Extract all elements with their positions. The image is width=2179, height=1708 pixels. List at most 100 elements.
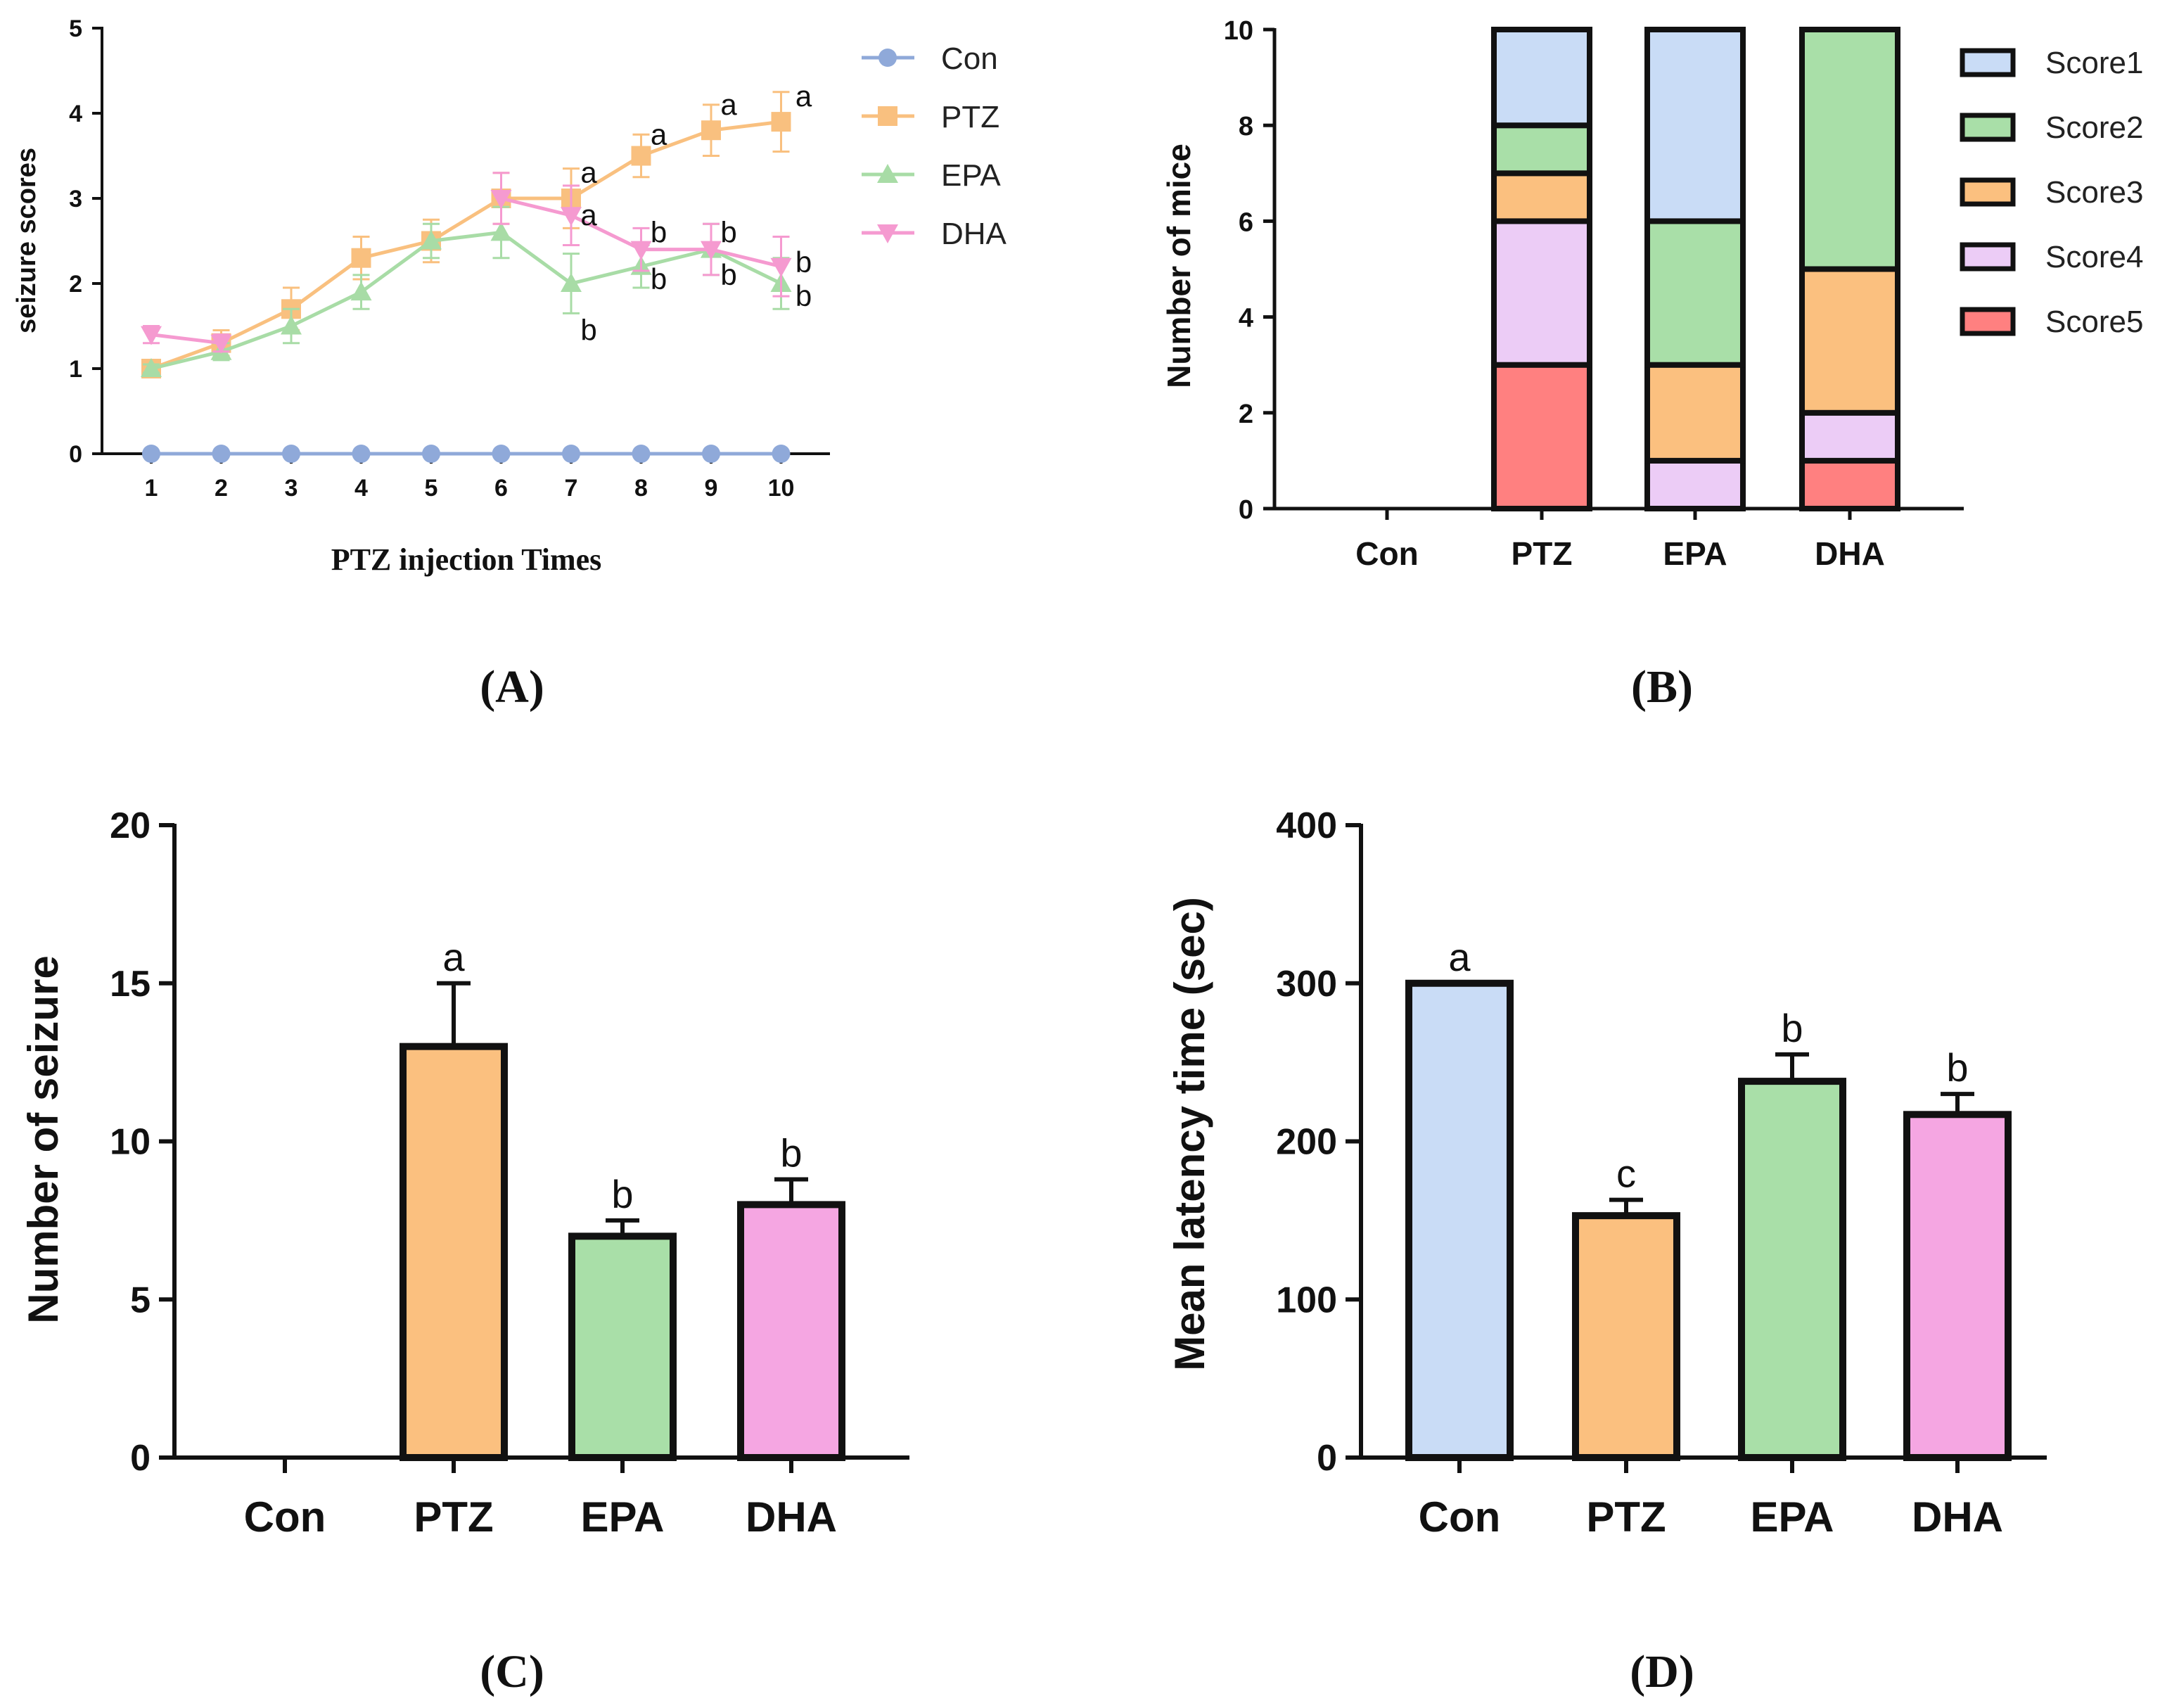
panel-d-y-axis-title: Mean latency time (sec) [1166,897,1213,1371]
panel-c-bar-epa [568,1232,677,1461]
panel-b-y-tick-label: 10 [1224,16,1253,46]
panel-b-bar-segment-score4 [1491,218,1592,368]
panel-a-point-con [632,445,651,463]
panel-a-point-con [142,445,160,463]
panel-b-bar-segment-score3 [1799,266,1900,416]
panel-a-x-tick-label: 7 [565,475,578,502]
panel-a-point-con [282,445,300,463]
panel-a-legend-marker [877,164,898,183]
panel-a-significance-letter: b [720,258,736,291]
panel-a-y-tick-label: 3 [69,186,82,212]
panel-b-bar-segment-score2 [1799,27,1900,272]
panel-c-label: (C) [480,1646,544,1697]
panel-b-category-label: Con [1355,535,1418,572]
panel-a-point-con [422,445,440,463]
panel-b-y-tick-label: 2 [1239,400,1253,429]
panel-b-bar-segment-score3 [1644,362,1746,464]
panel-d-bar-dha [1903,1111,2012,1461]
panel-a-point-dha [630,241,652,260]
panel-a-series-line [151,333,222,345]
panel-a-significance-letter: b [795,279,812,312]
panel-a-significance-letter: a [651,117,667,151]
panel-a-point-epa [281,315,302,335]
panel-a-x-tick-label: 4 [354,475,368,502]
panel-b-legend-swatch [1960,242,2016,272]
panel-a-significance-letter: b [795,246,812,279]
panel-a-point-epa [350,281,372,301]
panel-a-point-con [562,445,580,463]
panel-c-bar-chart: Number of seizure (C) 0 5 10 15 20 Con PTZ a EPA… [20,805,909,1697]
panel-a-point-con [772,445,791,463]
panel-a-point-ptz [771,112,791,132]
panel-c-significance-letter: a [442,935,465,979]
panel-a-line-chart: seizure scores PTZ injection Times (A) 0… [12,15,1007,713]
panel-b-category-label: PTZ [1512,535,1573,572]
panel-c-y-tick-label: 0 [130,1438,151,1479]
panel-a-legend-label: DHA [941,217,1007,251]
panel-b-bar-segment-score3 [1491,170,1592,224]
panel-a-significance-letter: b [580,314,596,347]
panel-a-series-con [142,445,791,463]
panel-c-category-label: DHA [746,1493,837,1541]
panel-d-significance-letter: a [1448,935,1471,979]
panel-a-point-epa [490,222,512,241]
panel-a-point-dha [141,326,162,345]
panel-b-bar-segment-score5 [1491,362,1592,512]
panel-a-y-axis-title: seizure scores [12,148,41,333]
panel-a-x-tick-label: 10 [768,475,795,502]
panel-a-significance-letter: b [651,262,667,295]
panel-a-point-con [492,445,511,463]
panel-a-significance-letter: b [720,215,736,248]
panel-a-x-tick-label: 9 [705,475,718,502]
panel-a-significance-letter: a [795,79,812,113]
panel-a-point-ptz [631,146,651,166]
panel-a-point-dha [210,334,232,354]
panel-c-category-label: Con [244,1493,326,1541]
panel-d-label: (D) [1630,1646,1694,1697]
panel-d-y-tick-label: 200 [1276,1122,1337,1163]
panel-b-legend-label: Score2 [2045,110,2143,145]
panel-b-category-label: EPA [1663,535,1727,572]
panel-d-significance-letter: b [1781,1006,1803,1050]
panel-d-y-tick-label: 100 [1276,1280,1337,1320]
panel-b-label: (B) [1631,661,1693,713]
panel-d-significance-letter: b [1946,1045,1968,1090]
panel-b-legend-label: Score3 [2045,175,2143,210]
panel-b-legend-label: Score5 [2045,305,2143,339]
panel-a-point-dha [701,241,722,260]
panel-b-bar-segment-score1 [1491,27,1592,129]
panel-d-y-tick-label: 300 [1276,964,1337,1005]
panel-b-y-tick-label: 8 [1239,112,1253,141]
panel-a-label: (A) [480,661,544,713]
panel-b-legend-swatch [1960,113,2016,142]
panel-a-series-epa [141,205,792,377]
panel-a-significance-letter: a [580,156,597,189]
panel-b-bar-segment-score4 [1644,457,1746,512]
panel-a-point-con [352,445,371,463]
panel-a-point-ptz [701,120,721,141]
panel-c-bar-dha [737,1201,845,1462]
panel-a-x-tick-label: 8 [634,475,648,502]
panel-a-x-tick-label: 2 [215,475,228,502]
panel-d-bar-ptz [1572,1212,1680,1461]
panel-c-significance-letter: b [780,1130,802,1175]
panel-a-y-tick-label: 1 [69,356,82,383]
panel-a-point-con [212,445,231,463]
panel-a-y-tick-label: 5 [69,15,82,42]
panel-a-series-line [151,230,782,371]
panel-a-point-ptz [351,248,371,268]
panel-a-significance-letter: a [580,198,597,231]
panel-b-bar-segment-score2 [1491,122,1592,177]
panel-b-y-tick-label: 6 [1239,208,1253,237]
panel-a-legend-label: Con [941,42,998,76]
panel-d-significance-letter: c [1616,1152,1636,1196]
panel-c-y-tick-label: 10 [110,1122,151,1163]
panel-b-stacked-bar-chart: Number of mice (B) 0 2 4 6 8 10 Con PTZ EPA DHA Sc… [1161,16,2143,713]
panel-b-bar-segment-score2 [1644,218,1746,368]
panel-a-x-tick-label: 5 [425,475,438,502]
panel-c-y-tick-label: 5 [130,1280,151,1320]
panel-b-y-axis-title: Number of mice [1161,144,1197,388]
panel-b-legend-swatch [1960,48,2016,77]
panel-c-significance-letter: b [611,1172,633,1216]
